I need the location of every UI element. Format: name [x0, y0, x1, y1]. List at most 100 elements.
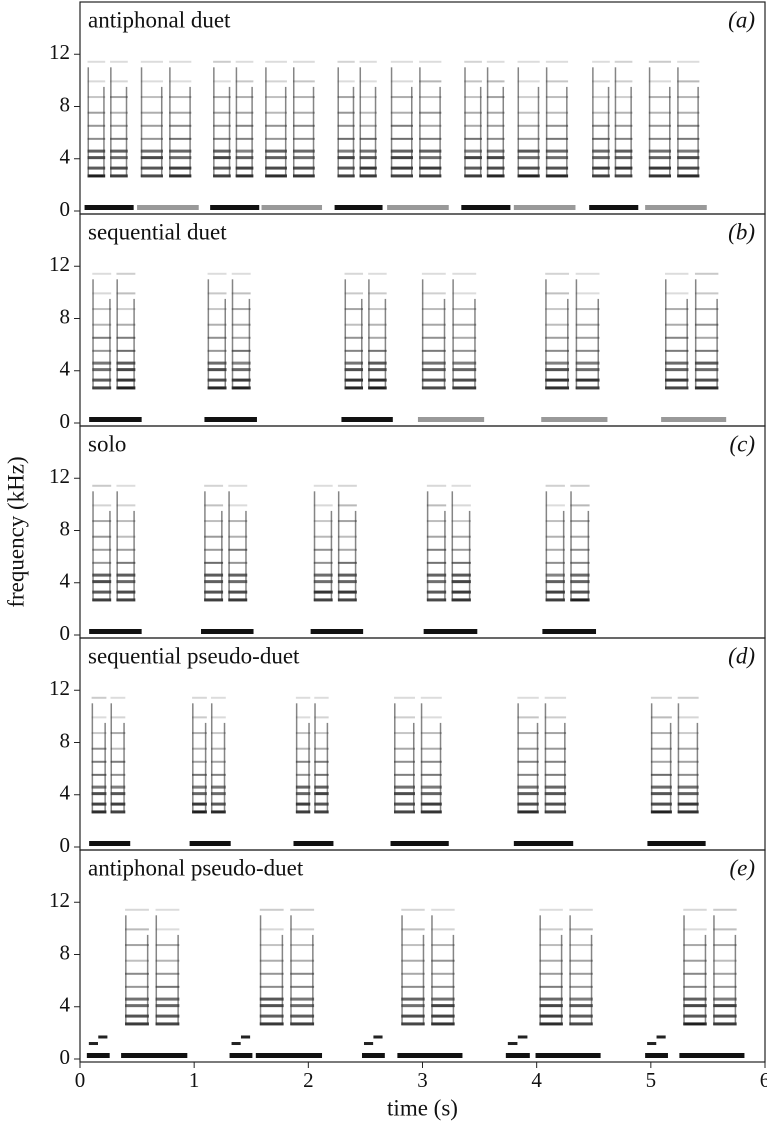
spectrogram-trace	[116, 535, 136, 538]
spectrogram-trace	[359, 174, 377, 178]
spectrogram-trace	[228, 548, 248, 551]
spectrogram-trace	[344, 368, 364, 372]
panel-label: (e)	[729, 855, 755, 880]
spectrogram-trace	[569, 1014, 593, 1018]
panel: solo (c) 0 4 8 12	[49, 425, 766, 645]
panel-frame	[79, 425, 766, 639]
spectrogram-trace	[140, 166, 163, 170]
spectrogram-trace	[213, 111, 231, 114]
spectrogram-trace	[539, 944, 563, 947]
spectrogram-trace	[116, 308, 136, 311]
spectrogram-trace	[116, 598, 136, 602]
spectrogram-trace	[213, 67, 215, 178]
spectrogram-trace	[569, 1022, 593, 1026]
spectrogram-trace	[110, 792, 126, 796]
spectrogram-trace	[359, 80, 377, 83]
spectrogram-trace	[92, 323, 112, 326]
spectrogram-trace	[265, 60, 287, 63]
spectrogram-trace	[292, 67, 295, 178]
spectrogram-trace	[677, 810, 699, 814]
spectrogram-trace	[110, 124, 128, 127]
spectrogram-trace	[390, 137, 414, 140]
spectrogram-trace	[314, 696, 329, 699]
spectrogram-trace	[146, 934, 149, 1026]
spectrogram-trace	[421, 386, 446, 390]
spectrogram-trace	[210, 760, 226, 763]
spectrogram-trace	[419, 80, 442, 83]
spectrogram-trace	[677, 785, 699, 789]
spectrogram-trace	[713, 1022, 737, 1026]
spectrogram-trace	[110, 802, 126, 806]
spectrogram-trace	[116, 504, 136, 507]
spectrogram-trace	[259, 908, 284, 911]
x-tick-label: 4	[531, 1068, 542, 1092]
spectrogram-trace	[452, 323, 477, 326]
spectrogram-trace	[452, 292, 477, 295]
y-axis-label: frequency (kHz)	[3, 456, 28, 607]
spectrogram-trace	[210, 716, 226, 719]
spectrogram-trace	[390, 80, 414, 83]
spectrogram-trace	[337, 67, 339, 178]
spectrogram-trace	[231, 336, 251, 339]
spectrogram-trace	[204, 520, 224, 523]
spectrogram-trace	[125, 944, 149, 947]
spectrogram-trace	[292, 80, 315, 83]
spectrogram-trace	[677, 60, 700, 63]
spectrogram-trace	[544, 747, 567, 750]
spectrogram-trace	[401, 944, 425, 947]
panel: sequential duet (b) 0 4 8 12	[49, 213, 766, 433]
spectrogram-trace	[235, 174, 254, 178]
spectrogram-trace	[421, 349, 446, 352]
spectrogram-trace	[92, 308, 112, 311]
spectrogram-trace	[683, 915, 685, 1026]
spectrogram-trace	[401, 985, 425, 988]
spectrogram-trace	[312, 86, 315, 178]
spectrogram-trace	[87, 96, 106, 99]
spectrogram-trace	[592, 174, 610, 178]
spectrogram-trace	[665, 308, 689, 311]
spectrogram-trace	[390, 60, 414, 63]
spectrogram-trace	[569, 915, 571, 1026]
spectrogram-trace	[444, 510, 446, 602]
spectrogram-trace	[192, 716, 207, 719]
spectrogram-trace	[451, 504, 471, 507]
spectrogram-trace	[420, 802, 442, 806]
spectrogram-trace	[133, 298, 135, 390]
spectrogram-trace	[91, 747, 107, 750]
spectrogram-trace	[344, 323, 364, 326]
x-tick-label: 3	[417, 1068, 428, 1092]
spectrogram-trace	[204, 722, 207, 814]
spectrogram-trace	[419, 96, 442, 99]
spectrogram-trace	[517, 792, 539, 796]
spectrogram-trace	[221, 510, 223, 602]
spectrogram-trace	[295, 810, 311, 814]
spectrogram-trace	[539, 972, 563, 975]
spectrogram-trace	[486, 137, 505, 140]
spectrogram-trace	[231, 361, 251, 365]
spectrogram-trace	[694, 272, 719, 275]
panel-frame	[79, 637, 766, 851]
spectrogram-trace	[517, 696, 539, 699]
spectrogram-trace	[295, 716, 311, 719]
spectrogram-trace	[545, 535, 565, 538]
spectrogram-trace	[452, 361, 477, 365]
spectrogram-trace	[213, 124, 231, 127]
spectrogram-trace	[545, 491, 548, 602]
spectrogram-trace	[116, 292, 136, 295]
panel-frame	[79, 849, 766, 1063]
spectrogram-trace	[517, 174, 540, 178]
spectrogram-trace	[426, 573, 447, 577]
spectrogram-trace	[545, 308, 570, 311]
spectrogram-trace	[431, 959, 455, 962]
spectrogram-trace	[697, 86, 699, 178]
spectrogram-trace	[545, 166, 569, 170]
spectrogram-trace	[517, 747, 539, 750]
spectrogram-trace	[92, 336, 112, 339]
x-tick-label: 1	[189, 1068, 200, 1092]
spectrogram-trace	[545, 137, 569, 140]
spectrogram-trace	[464, 111, 482, 114]
spectrogram-trace	[359, 156, 377, 160]
spectrogram-trace	[155, 1004, 180, 1008]
spectrogram-trace	[545, 349, 570, 352]
